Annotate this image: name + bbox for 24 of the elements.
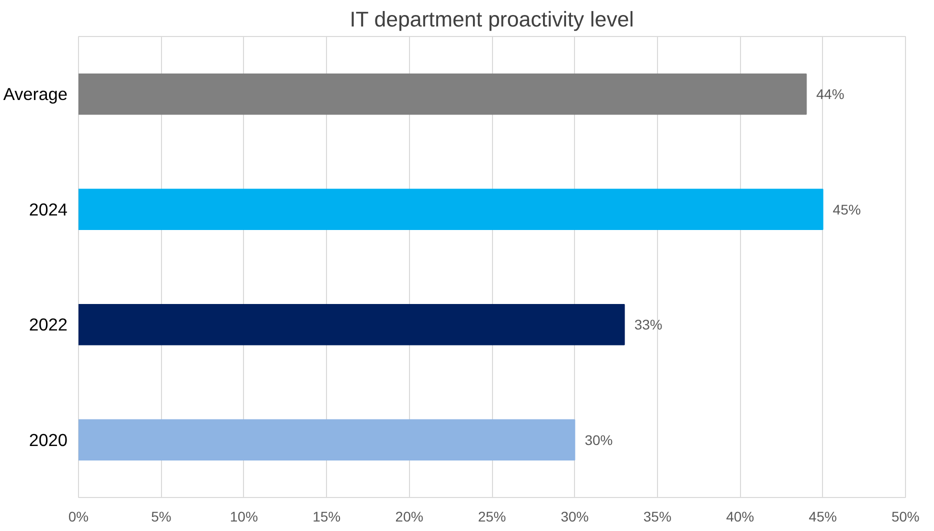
x-tick-label: 0% bbox=[68, 508, 89, 524]
x-tick-label: 40% bbox=[726, 508, 754, 524]
bar bbox=[78, 188, 824, 230]
data-label: 33% bbox=[634, 316, 662, 333]
y-tick-label: 2020 bbox=[28, 430, 68, 450]
y-tick-label: 2022 bbox=[28, 314, 68, 335]
bar bbox=[78, 419, 576, 461]
x-tick-label: 50% bbox=[891, 508, 920, 524]
bar bbox=[78, 304, 625, 346]
x-tick-label: 15% bbox=[312, 508, 341, 524]
y-tick-label: Average bbox=[3, 84, 68, 104]
x-tick-label: 25% bbox=[478, 508, 506, 524]
data-label: 30% bbox=[584, 432, 613, 448]
x-tick-label: 30% bbox=[560, 508, 589, 524]
y-tick-label: 2024 bbox=[28, 199, 68, 220]
chart-title: IT department proactivity level bbox=[350, 8, 634, 32]
x-tick-label: 10% bbox=[230, 508, 258, 524]
bar bbox=[78, 73, 807, 115]
data-label: 45% bbox=[832, 201, 861, 218]
x-tick-label: 45% bbox=[808, 508, 837, 524]
x-tick-label: 35% bbox=[643, 508, 672, 524]
x-tick-label: 20% bbox=[395, 508, 424, 524]
x-tick-label: 5% bbox=[151, 508, 172, 524]
data-label: 44% bbox=[816, 86, 844, 102]
